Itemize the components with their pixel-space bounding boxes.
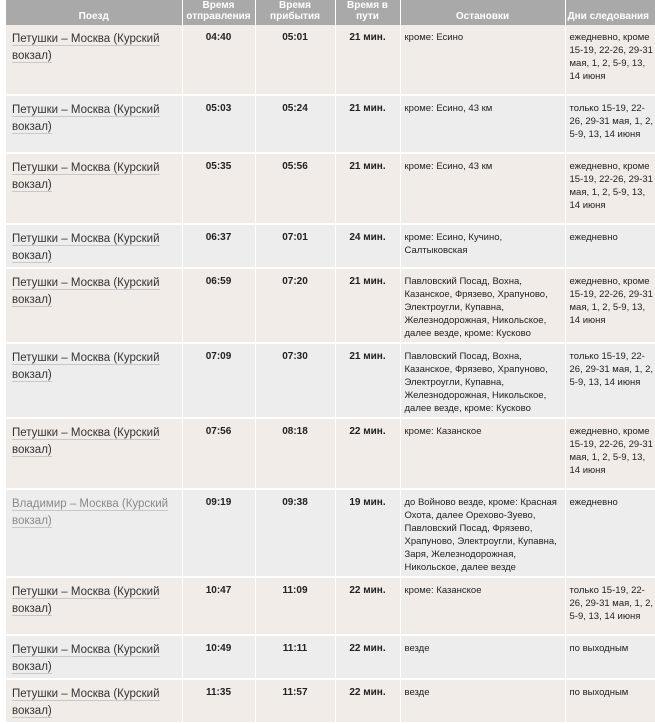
departure-time: 05:35 xyxy=(182,153,256,225)
days: ежедневно, кроме 15-19, 22-26, 29-31 мая… xyxy=(565,153,655,225)
days: ежедневно, кроме 15-19, 22-26, 29-31 мая… xyxy=(565,25,655,96)
departure-time: 04:40 xyxy=(182,25,256,96)
table-row: Петушки – Москва (Курский вокзал) 06:59 … xyxy=(6,268,655,344)
duration: 22 мин. xyxy=(335,679,401,724)
train-link[interactable]: Петушки – Москва (Курский вокзал) xyxy=(12,33,160,63)
header-duration: Время в пути xyxy=(335,0,401,25)
days: по выходным xyxy=(565,635,655,680)
stops: везде xyxy=(400,635,566,680)
train-link[interactable]: Петушки – Москва (Курский вокзал) xyxy=(12,104,160,134)
train-cell: Петушки – Москва (Курский вокзал) xyxy=(6,224,183,269)
departure-time: 07:56 xyxy=(182,418,256,490)
train-cell: Петушки – Москва (Курский вокзал) xyxy=(6,25,183,96)
arrival-time: 11:57 xyxy=(255,679,336,724)
duration: 21 мин. xyxy=(335,268,401,344)
train-link[interactable]: Петушки – Москва (Курский вокзал) xyxy=(12,233,160,263)
train-link[interactable]: Владимир – Москва (Курский вокзал) xyxy=(12,498,169,528)
header-train: Поезд xyxy=(6,0,183,25)
arrival-time: 09:38 xyxy=(255,489,336,578)
stops: везде xyxy=(400,679,566,724)
header-row: Поезд Время отправления Время прибытия В… xyxy=(6,0,655,25)
table-row: Петушки – Москва (Курский вокзал) 07:56 … xyxy=(6,418,655,490)
stops: Павловский Посад, Вохна, Казанское, Фряз… xyxy=(400,268,566,344)
stops: до Войново везде, кроме: Красная Охота, … xyxy=(400,489,566,578)
departure-time: 11:35 xyxy=(182,679,256,724)
schedule-table: Поезд Время отправления Время прибытия В… xyxy=(6,0,655,724)
arrival-time: 11:11 xyxy=(255,635,336,680)
days: ежедневно xyxy=(565,224,655,269)
train-cell: Петушки – Москва (Курский вокзал) xyxy=(6,343,183,419)
days: ежедневно xyxy=(565,489,655,578)
duration: 21 мин. xyxy=(335,25,401,96)
arrival-time: 07:30 xyxy=(255,343,336,419)
departure-time: 06:59 xyxy=(182,268,256,344)
duration: 19 мин. xyxy=(335,489,401,578)
train-cell: Петушки – Москва (Курский вокзал) xyxy=(6,679,183,724)
arrival-time: 05:56 xyxy=(255,153,336,225)
table-row: Владимир – Москва (Курский вокзал) 09:19… xyxy=(6,489,655,578)
departure-time: 06:37 xyxy=(182,224,256,269)
departure-time: 07:09 xyxy=(182,343,256,419)
train-cell: Петушки – Москва (Курский вокзал) xyxy=(6,635,183,680)
duration: 22 мин. xyxy=(335,577,401,636)
arrival-time: 11:09 xyxy=(255,577,336,636)
train-cell: Петушки – Москва (Курский вокзал) xyxy=(6,418,183,490)
header-departure: Время отправления xyxy=(182,0,256,25)
days: только 15-19, 22-26, 29-31 мая, 1, 2, 5-… xyxy=(565,577,655,636)
arrival-time: 07:01 xyxy=(255,224,336,269)
stops: кроме: Есино, 43 км xyxy=(400,95,566,154)
train-link[interactable]: Петушки – Москва (Курский вокзал) xyxy=(12,277,160,307)
table-row: Петушки – Москва (Курский вокзал) 11:35 … xyxy=(6,679,655,724)
departure-time: 09:19 xyxy=(182,489,256,578)
train-cell: Петушки – Москва (Курский вокзал) xyxy=(6,577,183,636)
arrival-time: 05:24 xyxy=(255,95,336,154)
header-stops: Остановки xyxy=(400,0,566,25)
duration: 21 мин. xyxy=(335,343,401,419)
table-row: Петушки – Москва (Курский вокзал) 04:40 … xyxy=(6,25,655,96)
days: только 15-19, 22-26, 29-31 мая, 1, 2, 5-… xyxy=(565,343,655,419)
stops: кроме: Казанское xyxy=(400,418,566,490)
train-link[interactable]: Петушки – Москва (Курский вокзал) xyxy=(12,644,160,674)
days: по выходным xyxy=(565,679,655,724)
train-link[interactable]: Петушки – Москва (Курский вокзал) xyxy=(12,427,160,457)
duration: 22 мин. xyxy=(335,635,401,680)
arrival-time: 05:01 xyxy=(255,25,336,96)
arrival-time: 07:20 xyxy=(255,268,336,344)
train-cell: Петушки – Москва (Курский вокзал) xyxy=(6,268,183,344)
train-link[interactable]: Петушки – Москва (Курский вокзал) xyxy=(12,586,160,616)
table-row: Петушки – Москва (Курский вокзал) 07:09 … xyxy=(6,343,655,419)
train-cell: Петушки – Москва (Курский вокзал) xyxy=(6,153,183,225)
stops: кроме: Есино xyxy=(400,25,566,96)
days: только 15-19, 22-26, 29-31 мая, 1, 2, 5-… xyxy=(565,95,655,154)
table-row: Петушки – Москва (Курский вокзал) 05:35 … xyxy=(6,153,655,225)
stops: кроме: Есино, 43 км xyxy=(400,153,566,225)
table-row: Петушки – Москва (Курский вокзал) 10:49 … xyxy=(6,635,655,680)
arrival-time: 08:18 xyxy=(255,418,336,490)
table-row: Петушки – Москва (Курский вокзал) 05:03 … xyxy=(6,95,655,154)
departure-time: 10:47 xyxy=(182,577,256,636)
duration: 21 мин. xyxy=(335,153,401,225)
duration: 21 мин. xyxy=(335,95,401,154)
table-row: Петушки – Москва (Курский вокзал) 06:37 … xyxy=(6,224,655,269)
days: ежедневно, кроме 15-19, 22-26, 29-31 мая… xyxy=(565,268,655,344)
train-cell: Петушки – Москва (Курский вокзал) xyxy=(6,95,183,154)
days: ежедневно, кроме 15-19, 22-26, 29-31 мая… xyxy=(565,418,655,490)
stops: Павловский Посад, Вохна, Казанское, Фряз… xyxy=(400,343,566,419)
departure-time: 10:49 xyxy=(182,635,256,680)
duration: 24 мин. xyxy=(335,224,401,269)
stops: кроме: Есино, Кучино, Салтыковская xyxy=(400,224,566,269)
train-link[interactable]: Петушки – Москва (Курский вокзал) xyxy=(12,162,160,192)
table-row: Петушки – Москва (Курский вокзал) 10:47 … xyxy=(6,577,655,636)
header-days: Дни следования xyxy=(565,0,655,25)
duration: 22 мин. xyxy=(335,418,401,490)
train-link[interactable]: Петушки – Москва (Курский вокзал) xyxy=(12,688,160,718)
header-arrival: Время прибытия xyxy=(255,0,336,25)
train-cell: Владимир – Москва (Курский вокзал) xyxy=(6,489,183,578)
departure-time: 05:03 xyxy=(182,95,256,154)
stops: кроме: Казанское xyxy=(400,577,566,636)
train-link[interactable]: Петушки – Москва (Курский вокзал) xyxy=(12,352,160,382)
